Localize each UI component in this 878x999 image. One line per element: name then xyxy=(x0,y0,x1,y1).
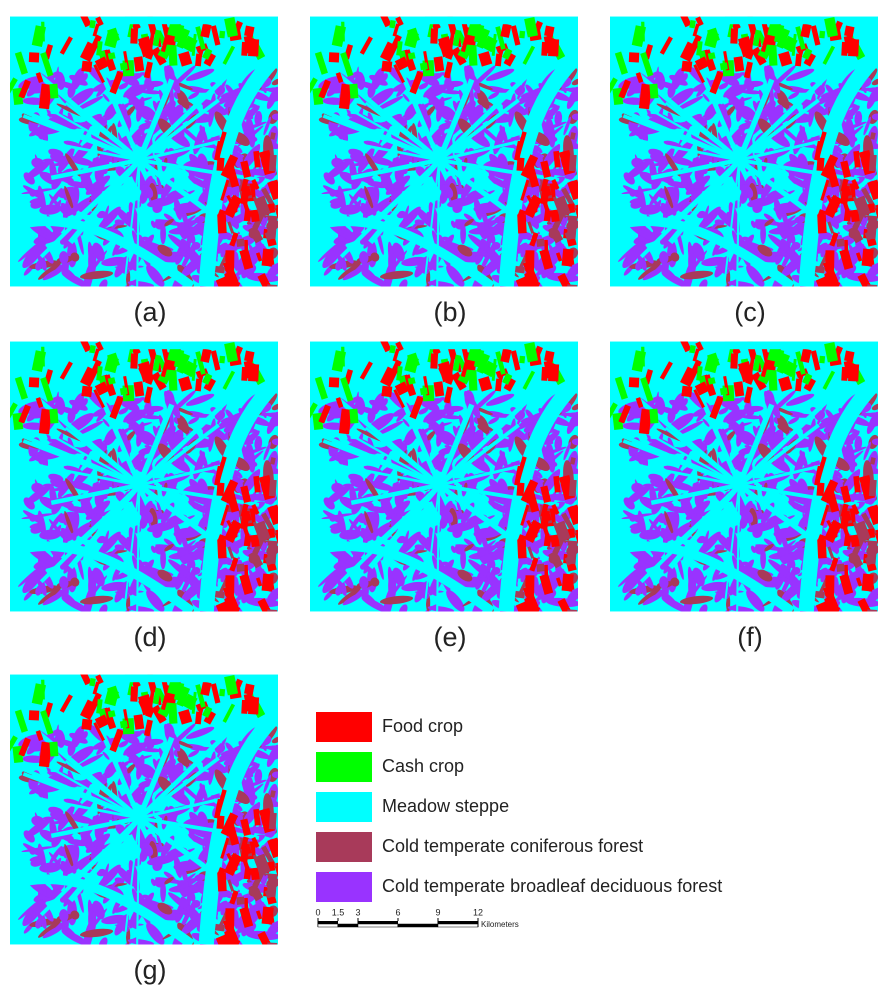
legend-swatch xyxy=(316,872,372,902)
map-panel xyxy=(0,339,293,644)
legend-swatch xyxy=(316,792,372,822)
scale-segment xyxy=(338,921,358,924)
map-panel xyxy=(591,339,878,644)
panel-label: (c) xyxy=(734,297,765,327)
legend-label: Meadow steppe xyxy=(382,796,509,816)
scale-tick-label: 3 xyxy=(355,907,360,917)
panel-label: (f) xyxy=(737,622,762,652)
panel-label: (b) xyxy=(434,297,467,327)
scale-segment xyxy=(398,921,438,924)
scale-tick-label: 12 xyxy=(473,907,483,917)
scale-segment xyxy=(438,921,478,924)
panel-label: (g) xyxy=(134,955,167,985)
scale-unit: Kilometers xyxy=(481,920,519,929)
legend-label: Cold temperate coniferous forest xyxy=(382,836,643,856)
legend-swatch xyxy=(316,752,372,782)
scale-segment xyxy=(398,924,438,927)
panel-label: (e) xyxy=(434,622,467,652)
scale-tick-label: 0 xyxy=(315,907,320,917)
panel-label: (a) xyxy=(134,297,167,327)
map-panel xyxy=(291,14,592,319)
scale-segment xyxy=(318,921,338,924)
panel-label: (d) xyxy=(134,622,167,652)
legend-label: Cash crop xyxy=(382,756,464,776)
scale-segment xyxy=(358,924,398,927)
scale-segment xyxy=(358,921,398,924)
legend-swatch xyxy=(316,832,372,862)
scale-tick-label: 9 xyxy=(435,907,440,917)
legend-label: Cold temperate broadleaf deciduous fores… xyxy=(382,876,722,896)
map-panel xyxy=(0,672,293,977)
map-panel xyxy=(291,339,592,644)
scale-segment xyxy=(338,924,358,927)
map-panel xyxy=(0,14,293,319)
scale-tick-label: 1.5 xyxy=(332,907,345,917)
figure: (a) (b) (c) (d) (e) (f) (g) Food crop Cash crop M… xyxy=(0,0,878,994)
map-panel xyxy=(591,14,878,319)
scale-segment xyxy=(318,924,338,927)
scale-segment xyxy=(438,924,478,927)
legend-label: Food crop xyxy=(382,716,463,736)
legend-swatch xyxy=(316,712,372,742)
scale-tick-label: 6 xyxy=(395,907,400,917)
